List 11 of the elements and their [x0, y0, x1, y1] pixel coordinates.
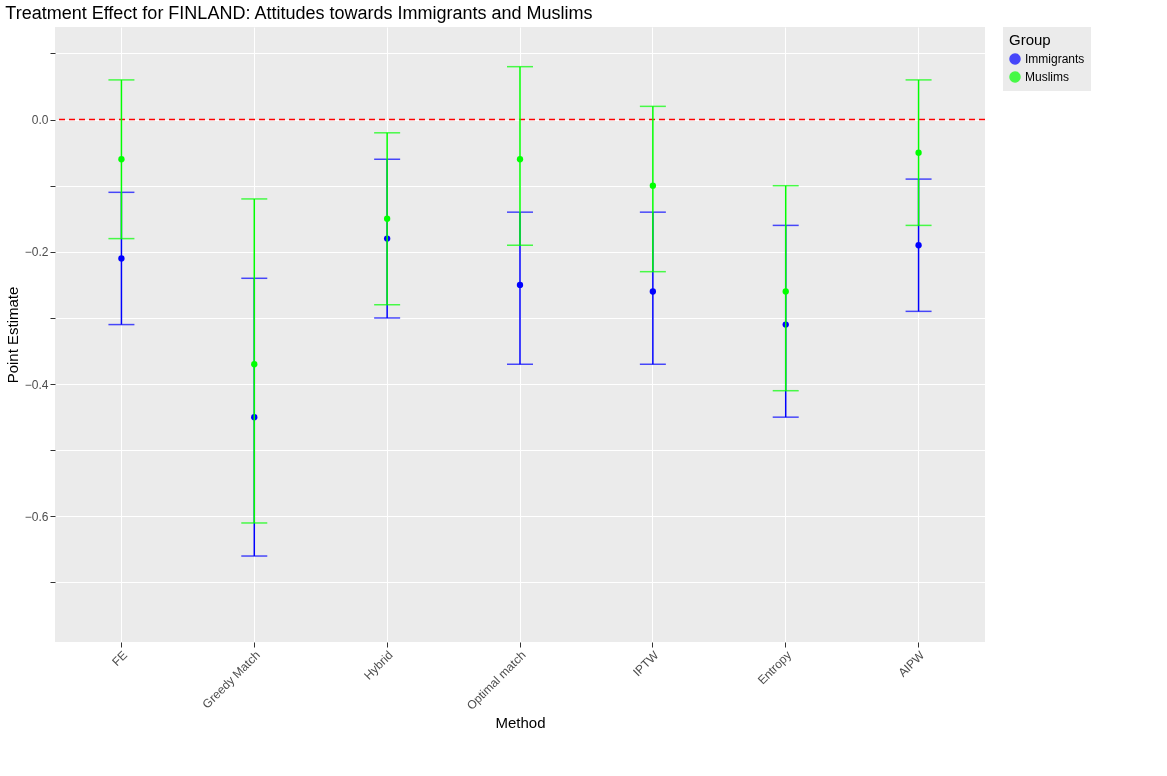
- legend-label: Muslims: [1025, 70, 1069, 84]
- x-tick-label: FE: [109, 648, 130, 669]
- chart-title: Treatment Effect for FINLAND: Attitudes towards Immigrants and Muslims: [5, 3, 593, 23]
- y-tick-label: −0.2: [24, 245, 49, 260]
- y-axis-title: Point Estimate: [3, 286, 21, 384]
- x-axis-title: Method: [495, 713, 546, 731]
- y-tick-label: −0.4: [24, 377, 49, 392]
- legend-title: Group: [1009, 31, 1051, 48]
- legend-label: Immigrants: [1025, 52, 1085, 66]
- y-tick-label: −0.6: [24, 509, 49, 524]
- y-tick-label: 0.0: [31, 113, 49, 128]
